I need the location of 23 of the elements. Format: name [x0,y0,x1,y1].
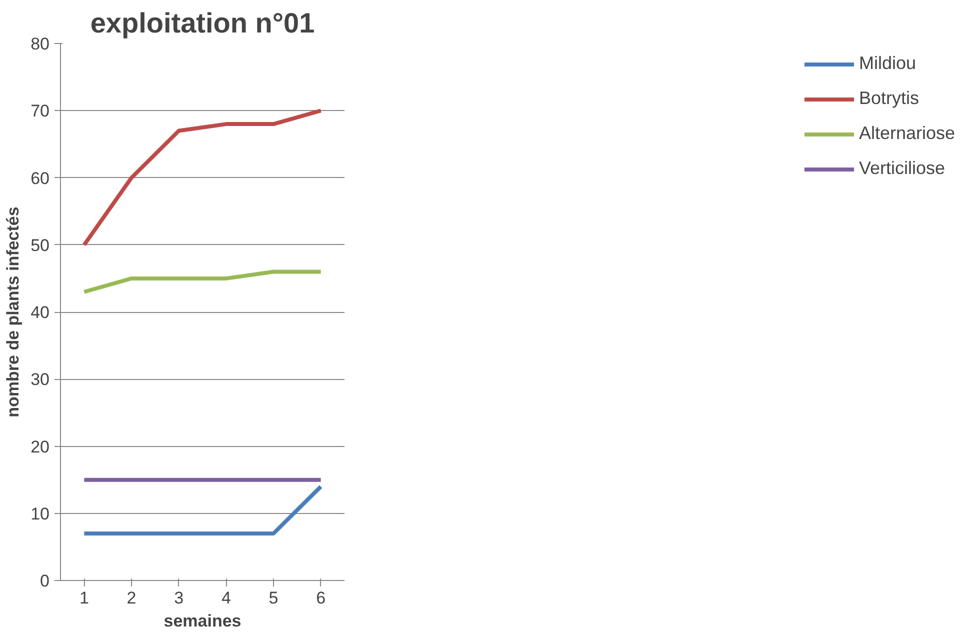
x-tick-label: 6 [316,588,326,608]
chart-title: exploitation n°01 [90,8,315,38]
legend-label: Botrytis [858,88,919,109]
x-tick-label: 2 [126,588,136,608]
legend-label: Verticiliose [858,158,945,179]
x-tick-label: 5 [268,588,278,608]
x-tick-label: 1 [79,588,89,608]
legend-label: Alternariose [858,123,955,144]
legend-label: Mildiou [858,53,916,74]
y-tick-label: 60 [30,168,50,188]
y-tick-label: 10 [30,504,50,524]
y-tick-label: 70 [30,102,50,121]
y-tick-label: 50 [30,236,50,255]
y-tick-label: 0 [40,572,50,590]
y-tick-label: 20 [30,437,50,456]
line-series [82,108,323,247]
y-tick-label: 40 [30,303,50,322]
x-tick-label: 3 [174,588,184,608]
x-axis-title: semaines [164,612,242,630]
x-tick-label: 4 [221,588,231,608]
y-tick-label: 30 [30,370,50,390]
y-axis-title: nombre de plants infectés [4,206,23,418]
y-tick-label: 80 [30,34,50,54]
